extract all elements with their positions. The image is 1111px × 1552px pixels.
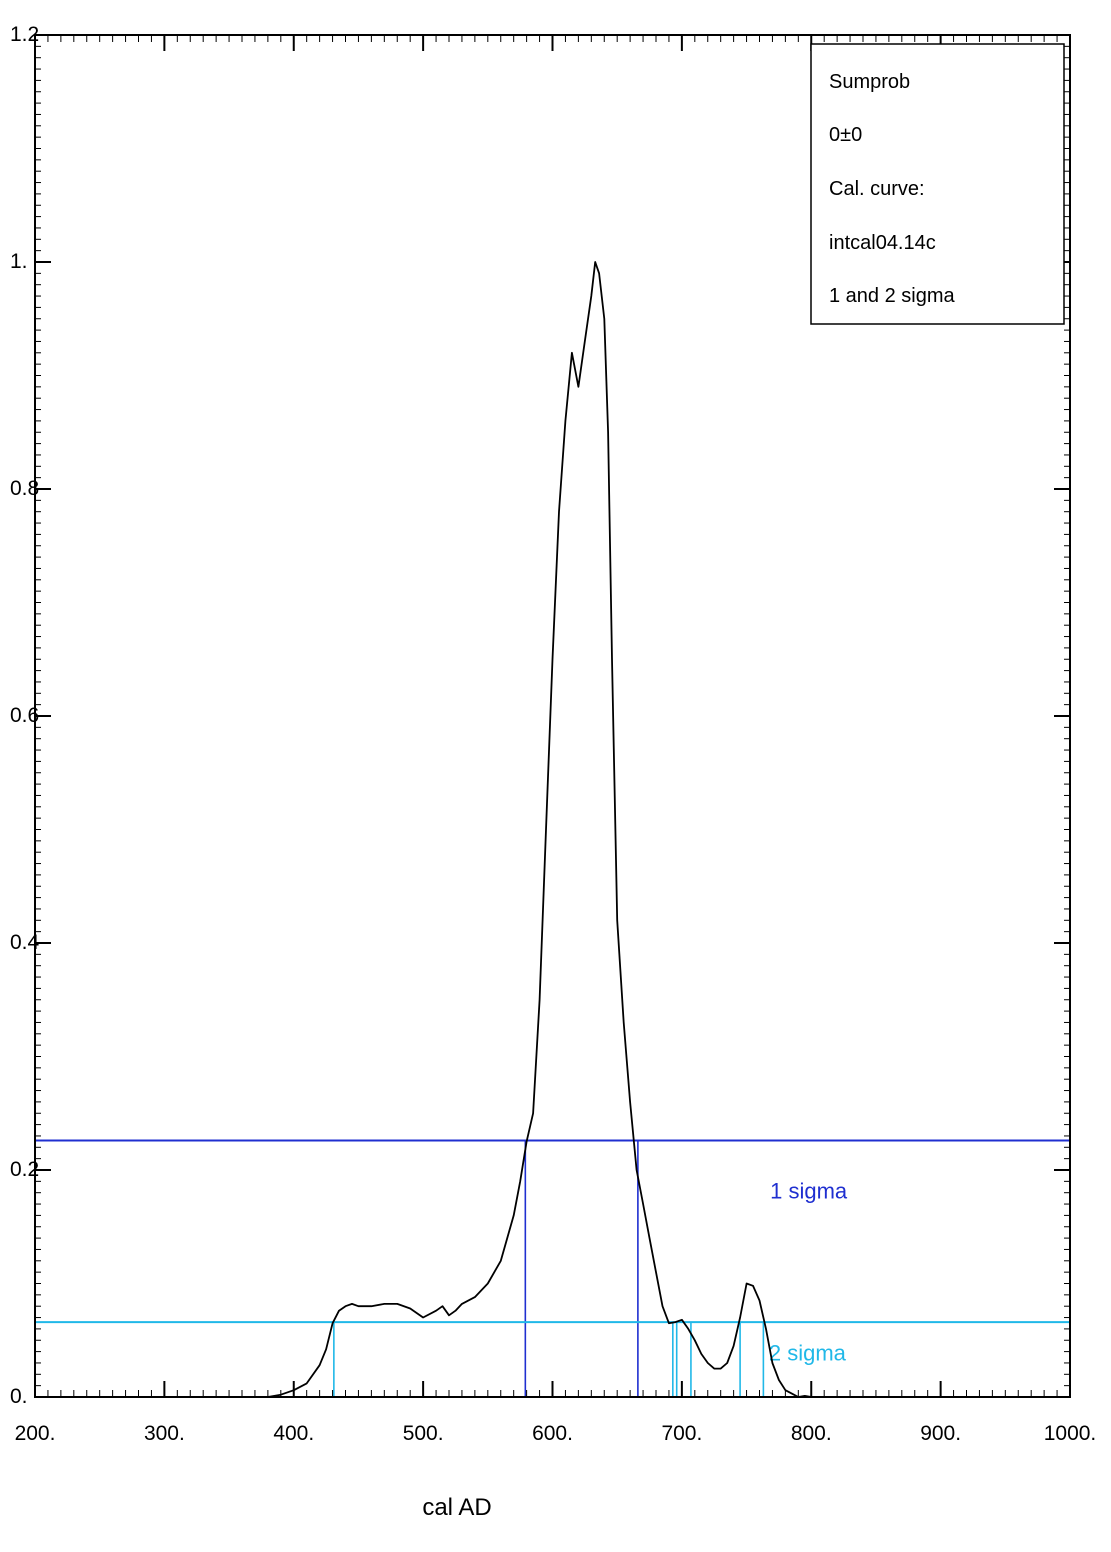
- y-tick-label: 0.4: [10, 931, 40, 954]
- sigma-label: 2 sigma: [769, 1341, 847, 1366]
- legend-line-4: intcal04.14c: [829, 232, 936, 254]
- x-tick-label: 900.: [920, 1422, 961, 1445]
- legend-line-5: 1 and 2 sigma: [829, 285, 956, 307]
- x-axis-label: cal AD: [422, 1494, 491, 1521]
- y-tick-label: 0.: [10, 1385, 28, 1408]
- x-tick-label: 700.: [661, 1422, 702, 1445]
- y-tick-label: 0.8: [10, 477, 39, 500]
- series-layer: [267, 261, 812, 1398]
- legend-line-1: Sumprob: [829, 71, 910, 93]
- x-tick-label: 400.: [273, 1422, 314, 1445]
- legend-box: [810, 43, 1065, 325]
- y-tick-label: 0.2: [10, 1158, 39, 1181]
- legend-line-3: Cal. curve:: [829, 178, 925, 200]
- y-tick-label: 1.2: [10, 23, 39, 46]
- x-tick-label: 600.: [532, 1422, 573, 1445]
- legend: Sumprob 0±0 Cal. curve: intcal04.14c 1 a…: [810, 43, 1065, 325]
- x-tick-label: 500.: [403, 1422, 444, 1445]
- x-tick-label: 1000.: [1044, 1422, 1097, 1445]
- legend-line-2: 0±0: [829, 124, 862, 146]
- x-tick-label: 300.: [144, 1422, 185, 1445]
- series-line: [267, 261, 812, 1398]
- axis-layer: 200. 300. 400. 500. 600. 700. 800. 900. 1000. 0. 0…: [10, 23, 1096, 1445]
- y-tick-label: 1.: [10, 250, 28, 273]
- y-tick-label: 0.6: [10, 704, 39, 727]
- x-tick-label: 200.: [15, 1422, 56, 1445]
- x-tick-label: 800.: [791, 1422, 832, 1445]
- sigma-label: 1 sigma: [770, 1178, 848, 1203]
- sigma-layer: 1 sigma 2 sigma: [35, 1139, 1070, 1397]
